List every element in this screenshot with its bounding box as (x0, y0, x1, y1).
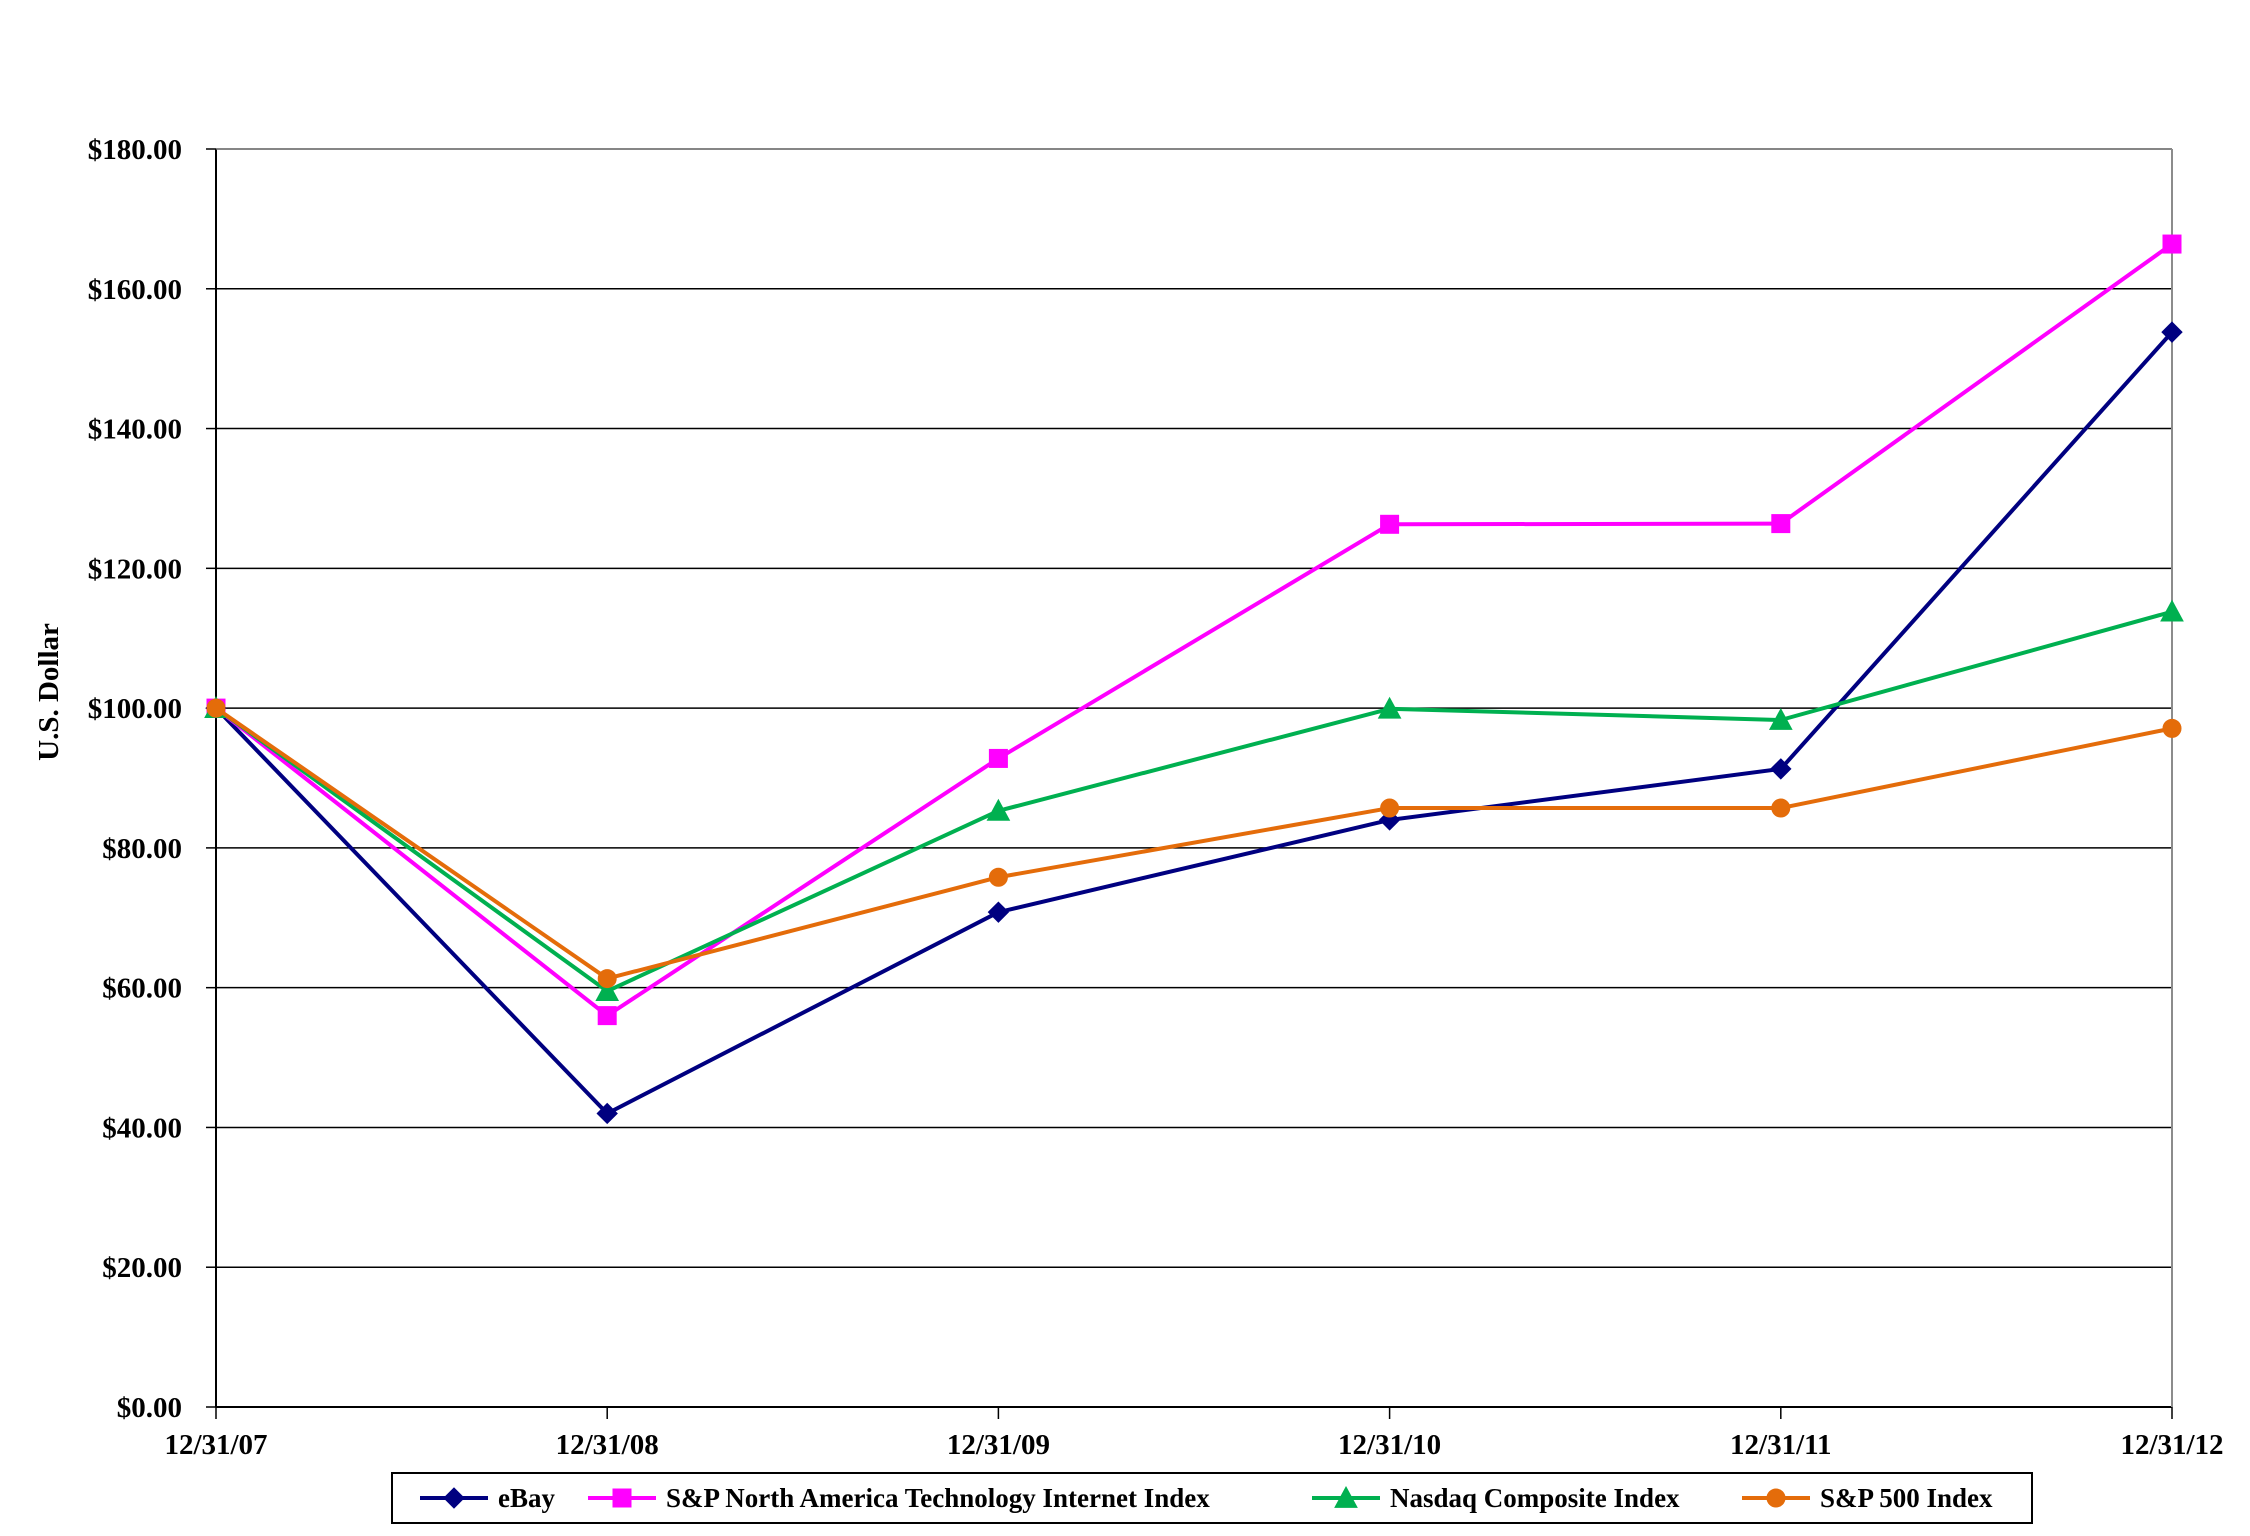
y-tick-label: $80.00 (102, 833, 182, 865)
y-tick-label: $160.00 (88, 274, 182, 306)
series-line (214, 609, 2173, 994)
data-point (1771, 798, 1791, 818)
legend-marker (1766, 1488, 1786, 1508)
legend-label: S&P 500 Index (1820, 1483, 1993, 1513)
legend-item: eBay (420, 1483, 555, 1513)
gridlines (216, 148, 2172, 1408)
data-point (596, 1102, 618, 1125)
data-point (1380, 514, 1400, 534)
series-line (214, 330, 2174, 1116)
series-3 (206, 698, 2182, 989)
x-tick-labels: 12/31/07 12/31/08 12/31/09 12/31/10 12/31/11… (164, 1429, 2223, 1461)
series-2 (204, 599, 2184, 1002)
data-point (987, 901, 1010, 923)
data-point (1771, 514, 1791, 534)
data-point (597, 969, 617, 989)
data-point (986, 798, 1011, 821)
y-tick-label: $100.00 (88, 693, 182, 725)
y-tick-label: $140.00 (88, 414, 182, 446)
data-point (1377, 696, 1402, 719)
data-point (206, 698, 226, 718)
y-tick-label: $0.00 (117, 1392, 182, 1424)
data-point (988, 748, 1008, 768)
data-point (1768, 707, 1793, 730)
x-tick-label: 12/31/07 (164, 1429, 267, 1461)
x-tick-label: 12/31/10 (1338, 1429, 1441, 1461)
legend-marker (1334, 1485, 1358, 1508)
data-point (2161, 321, 2183, 343)
series-lines (204, 234, 2184, 1125)
data-point (2162, 718, 2182, 738)
x-tick-label: 12/31/09 (947, 1429, 1050, 1461)
data-point (1380, 798, 1400, 818)
legend-box (391, 1472, 2033, 1524)
legend-label: S&P North America Technology Internet In… (666, 1483, 1210, 1513)
x-tick-label: 12/31/11 (1730, 1429, 1832, 1461)
data-point (1770, 758, 1792, 780)
data-point (2160, 599, 2184, 622)
y-tick-labels: $0.00 $20.00 $40.00 $60.00 $80.00 $100.00 $120… (88, 134, 182, 1424)
y-tick-label: $40.00 (102, 1112, 182, 1144)
legend-label: eBay (498, 1483, 555, 1513)
legend-marker (443, 1487, 465, 1509)
data-point (597, 1006, 617, 1026)
legend-marker (612, 1488, 632, 1508)
data-point (2162, 234, 2182, 254)
legend-item: S&P 500 Index (1742, 1483, 1993, 1513)
y-axis-title: U.S. Dollar (33, 623, 65, 761)
x-tick-label: 12/31/08 (556, 1429, 659, 1461)
series-0 (205, 321, 2183, 1125)
data-point (595, 979, 620, 1002)
series-line (214, 242, 2174, 1018)
y-tick-label: $60.00 (102, 973, 182, 1005)
data-point (988, 867, 1008, 887)
legend-label: Nasdaq Composite Index (1390, 1483, 1680, 1513)
y-tick-label: $180.00 (88, 134, 182, 166)
legend: eBay S&P North America Technology Interne… (391, 1472, 2033, 1524)
x-tick-label: 12/31/12 (2120, 1429, 2223, 1461)
legend-item: S&P North America Technology Internet In… (588, 1483, 1210, 1513)
y-tick-label: $20.00 (102, 1252, 182, 1284)
axes (206, 148, 2173, 1419)
y-tick-label: $120.00 (88, 553, 182, 585)
series-line (214, 706, 2173, 981)
legend-item: Nasdaq Composite Index (1312, 1483, 1680, 1513)
